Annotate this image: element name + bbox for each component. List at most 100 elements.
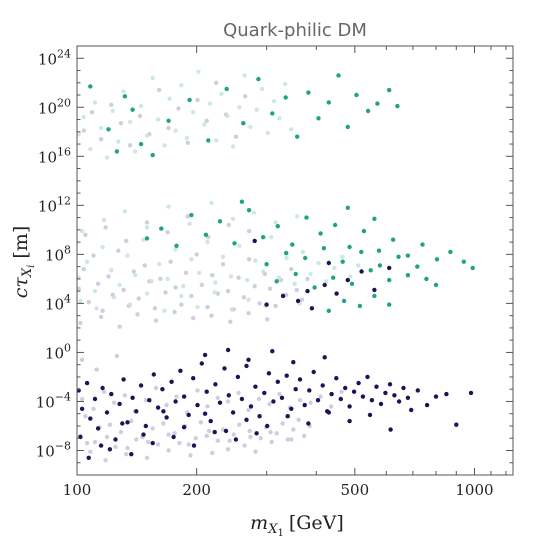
data-point-lavender-36: [269, 439, 274, 445]
data-point-lavender-6: [107, 422, 113, 427]
data-point-lavender-76: [206, 428, 212, 434]
data-point-teal-24: [264, 262, 269, 267]
data-point-dark_navy-18: [151, 372, 156, 377]
x-axis-label: mX1 [GeV]: [250, 512, 344, 539]
data-point-teal-44: [341, 298, 347, 304]
data-point-lavender-67: [318, 394, 323, 399]
data-point-lavender-119: [273, 303, 278, 309]
data-point-lavender-41: [296, 417, 301, 422]
data-point-dark_navy-118: [345, 277, 350, 283]
data-point-dark_navy-107: [254, 431, 259, 436]
data-point-teal-30: [321, 246, 327, 251]
data-point-pale_mint-94: [265, 130, 270, 136]
data-point-dark_navy-84: [120, 421, 125, 426]
data-point-lavender-77: [227, 438, 232, 443]
data-point-pale_mint-61: [76, 132, 81, 137]
data-point-dark_navy-16: [143, 423, 148, 429]
data-point-dark_navy-8: [109, 391, 114, 397]
x-axis-ticks: 100 200 500 1000: [63, 46, 507, 499]
data-point-lavender-48: [122, 393, 128, 398]
data-point-teal-25: [274, 279, 279, 284]
y-tick-label: 10−4: [36, 390, 71, 411]
data-point-lavender-100: [173, 285, 178, 290]
data-point-pale_mint-48: [94, 306, 99, 311]
data-point-lavender-150: [89, 110, 95, 115]
data-point-lavender-129: [135, 312, 140, 317]
data-point-lavender-9: [124, 452, 129, 457]
data-point-pale_mint-41: [187, 221, 192, 226]
data-point-pale_mint-30: [316, 260, 321, 266]
data-point-teal-17: [390, 237, 396, 242]
data-point-lavender-127: [98, 314, 104, 320]
data-point-pale_mint-12: [173, 247, 178, 252]
data-point-lavender-113: [241, 295, 247, 300]
data-point-dark_navy-65: [360, 394, 366, 399]
y-tick-label: 1012: [38, 194, 71, 215]
data-point-pale_mint-75: [155, 117, 161, 122]
data-point-teal-72: [122, 94, 128, 99]
data-point-dark_navy-41: [253, 384, 258, 389]
y-tick-label: 108: [45, 243, 71, 264]
data-point-lavender-38: [280, 421, 285, 426]
data-point-lavender-7: [113, 444, 118, 449]
data-point-dark_navy-95: [347, 418, 352, 424]
y-tick-label: 1016: [38, 145, 71, 166]
data-point-lavender-155: [137, 113, 143, 119]
points-layer: [76, 69, 475, 463]
data-point-lavender-135: [246, 311, 251, 316]
data-point-lavender-141: [165, 230, 170, 235]
data-point-pale_mint-67: [110, 108, 115, 114]
data-point-lavender-136: [265, 317, 270, 322]
data-point-pale_mint-96: [277, 116, 282, 121]
data-point-teal-42: [433, 282, 439, 288]
data-point-lavender-115: [252, 284, 257, 289]
data-point-dark_navy-117: [334, 291, 339, 296]
data-point-teal-53: [187, 97, 192, 103]
data-point-teal-20: [434, 257, 440, 262]
data-point-teal-10: [290, 242, 295, 247]
data-point-dark_navy-53: [307, 388, 312, 393]
data-point-teal-45: [357, 303, 363, 309]
data-point-lavender-85: [95, 281, 101, 286]
data-point-lavender-3: [92, 439, 98, 445]
data-point-lavender-79: [268, 429, 273, 435]
data-point-dark_navy-62: [347, 404, 352, 409]
data-point-lavender-17: [166, 448, 171, 453]
data-point-lavender-34: [258, 436, 263, 441]
data-point-dark_navy-17: [147, 398, 152, 403]
data-point-lavender-102: [183, 270, 189, 275]
data-point-dark_navy-96: [367, 412, 373, 418]
data-point-lavender-137: [83, 232, 88, 237]
data-point-lavender-161: [195, 97, 200, 103]
data-point-dark_navy-5: [95, 426, 101, 431]
data-point-dark_navy-88: [202, 411, 208, 416]
data-point-teal-40: [415, 264, 420, 269]
data-point-lavender-165: [233, 134, 239, 139]
data-point-dark_navy-54: [311, 369, 316, 375]
data-point-dark_navy-80: [454, 422, 459, 427]
data-point-teal-22: [461, 259, 466, 264]
data-point-teal-12: [318, 231, 323, 236]
data-point-pale_mint-1: [84, 259, 90, 264]
data-point-pale_mint-78: [173, 128, 178, 133]
data-point-dark_navy-70: [383, 390, 388, 396]
data-point-lavender-25: [210, 450, 215, 456]
data-point-lavender-122: [289, 266, 294, 272]
data-point-teal-26: [284, 250, 289, 256]
data-point-dark_navy-6: [100, 385, 105, 391]
data-point-teal-7: [246, 208, 252, 213]
data-point-lavender-5: [103, 458, 108, 463]
data-point-pale_mint-34: [348, 274, 353, 279]
data-point-teal-3: [189, 212, 194, 218]
data-point-dark_navy-50: [293, 387, 298, 392]
data-point-pale_mint-21: [245, 277, 250, 283]
data-point-pale_mint-47: [78, 298, 83, 304]
data-point-teal-15: [361, 228, 367, 234]
data-point-dark_navy-87: [181, 425, 187, 430]
data-point-pale_mint-4: [109, 268, 114, 273]
data-point-lavender-110: [225, 288, 231, 294]
data-point-dark_navy-31: [208, 418, 213, 424]
data-point-teal-18: [405, 253, 411, 258]
data-point-lavender-61: [256, 396, 262, 402]
